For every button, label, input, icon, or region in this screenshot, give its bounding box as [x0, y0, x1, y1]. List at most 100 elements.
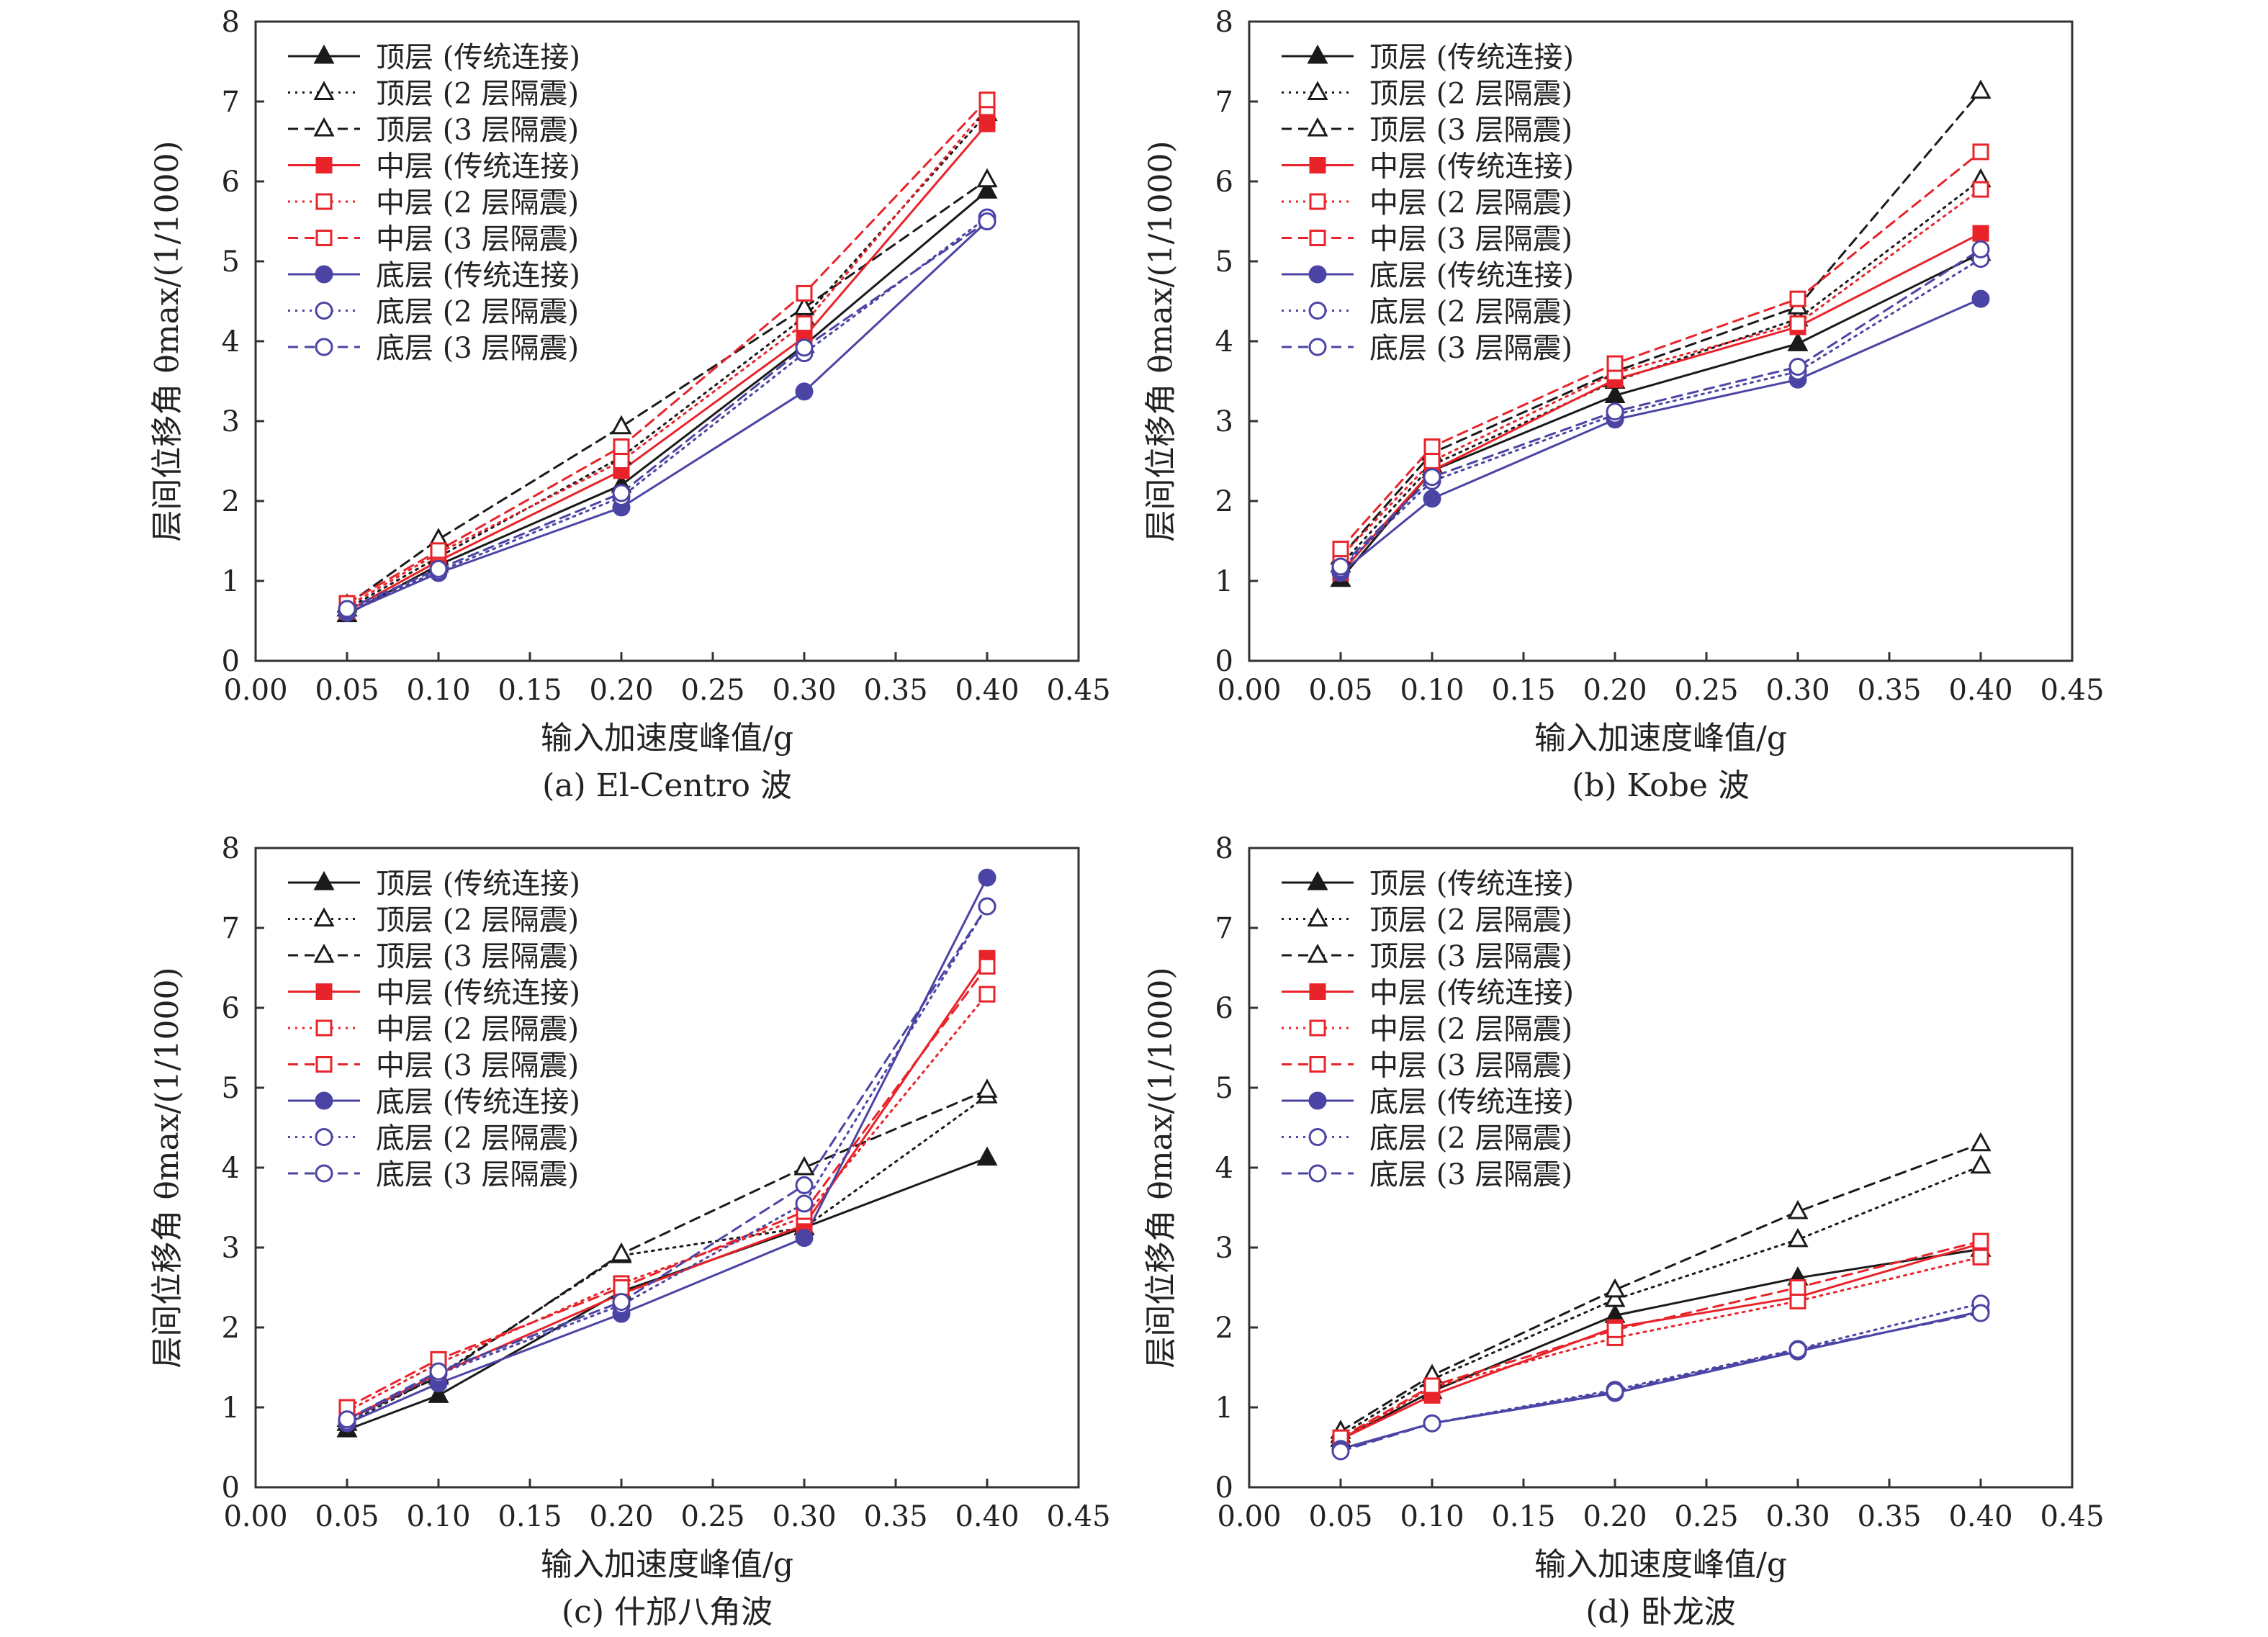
legend-item: 中层 (3 层隔震)	[1282, 1050, 1572, 1083]
legend-item: 中层 (2 层隔震)	[1282, 1013, 1572, 1046]
x-tick-label: 0.45	[1046, 1500, 1110, 1533]
legend: 顶层 (传统连接)顶层 (2 层隔震)顶层 (3 层隔震)中层 (传统连接)中层…	[288, 867, 580, 1191]
legend-label: 顶层 (传统连接)	[1369, 41, 1574, 74]
triangle-marker-icon	[313, 117, 335, 137]
circle-marker-icon	[1308, 1128, 1327, 1146]
square-marker-icon	[1309, 230, 1326, 246]
y-tick-label: 5	[222, 1072, 240, 1105]
legend-label: 顶层 (3 层隔震)	[1369, 940, 1572, 973]
data-point	[1787, 332, 1809, 351]
y-tick-label: 1	[222, 565, 240, 598]
data-point	[1972, 181, 1989, 198]
circle-marker-icon	[315, 302, 333, 320]
legend-label: 中层 (3 层隔震)	[376, 223, 579, 256]
y-tick-label: 0	[222, 1471, 240, 1505]
y-tick-label: 2	[1215, 1312, 1233, 1345]
data-point	[1971, 240, 1990, 258]
x-tick-label: 0.00	[1217, 674, 1281, 707]
data-point	[1971, 289, 1990, 308]
legend-label: 底层 (传统连接)	[1369, 1086, 1574, 1119]
legend-item: 中层 (2 层隔震)	[288, 1013, 579, 1046]
x-tick-label: 0.20	[1583, 1500, 1647, 1533]
series-line	[1339, 179, 1982, 567]
y-tick-label: 6	[222, 166, 240, 199]
legend-item: 顶层 (2 层隔震)	[1282, 904, 1572, 937]
chart-panel: 0.00 0.05 0.10 0.15 0.20 0.25 0.30 0.35 0.40 0.45…	[149, 832, 1111, 1631]
data-point	[1972, 1232, 1989, 1250]
legend-label: 底层 (2 层隔震)	[1369, 296, 1572, 329]
x-tick-label: 0.00	[223, 674, 287, 707]
series-line	[1339, 188, 1982, 559]
legend-item: 中层 (传统连接)	[1282, 150, 1574, 184]
legend-item: 顶层 (2 层隔震)	[288, 904, 579, 937]
y-tick-label: 0	[1215, 1471, 1233, 1505]
data-point	[612, 1292, 631, 1311]
data-point	[430, 542, 447, 559]
x-tick-label: 0.40	[1948, 1500, 2012, 1533]
data-point	[1788, 1340, 1807, 1359]
y-tick-label: 5	[1215, 1072, 1233, 1105]
y-tick-label: 2	[1215, 485, 1233, 518]
x-tick-label: 0.10	[1400, 1500, 1464, 1533]
legend-item: 中层 (3 层隔震)	[288, 1050, 579, 1083]
y-tick-label: 7	[222, 912, 240, 945]
x-tick-label: 0.25	[680, 1500, 744, 1533]
legend-label: 顶层 (3 层隔震)	[1369, 114, 1572, 147]
legend-label: 顶层 (3 层隔震)	[376, 940, 579, 973]
y-tick-label: 3	[222, 405, 240, 438]
data-point	[428, 1384, 449, 1403]
data-point	[1604, 384, 1626, 403]
data-point	[1332, 541, 1349, 558]
legend-item: 中层 (3 层隔震)	[288, 223, 579, 256]
data-point	[1972, 143, 1989, 161]
data-point	[1787, 1227, 1809, 1248]
legend-item: 底层 (2 层隔震)	[1282, 1122, 1572, 1155]
legend-label: 顶层 (传统连接)	[1369, 867, 1574, 901]
legend-item: 中层 (3 层隔震)	[1282, 223, 1572, 256]
circle-marker-icon	[1308, 338, 1327, 356]
series-line	[1339, 1240, 1982, 1439]
legend-item: 底层 (2 层隔震)	[1282, 296, 1572, 329]
y-axis-label: 层间位移角 θmax/(1/1000)	[149, 967, 186, 1368]
data-point	[796, 315, 813, 333]
legend-item: 底层 (传统连接)	[288, 259, 580, 292]
x-tick-label: 0.30	[1765, 674, 1830, 707]
data-point	[1423, 438, 1441, 456]
legend-item: 中层 (2 层隔震)	[288, 186, 579, 220]
triangle-marker-icon	[1307, 81, 1328, 100]
y-axis-label: 层间位移角 θmax/(1/1000)	[1143, 967, 1179, 1368]
data-point	[1972, 225, 1989, 242]
y-tick-label: 3	[222, 1232, 240, 1265]
data-point	[795, 1229, 814, 1248]
series-line	[1339, 1242, 1982, 1440]
data-point	[1606, 355, 1624, 372]
data-point	[429, 1362, 448, 1381]
x-tick-label: 0.10	[1400, 674, 1464, 707]
y-tick-label: 4	[1215, 325, 1233, 358]
data-point	[978, 897, 996, 916]
y-tick-label: 2	[222, 1312, 240, 1345]
square-marker-icon	[315, 1056, 333, 1073]
square-marker-icon	[315, 983, 333, 1000]
data-point	[1971, 1304, 1990, 1322]
legend-label: 顶层 (2 层隔震)	[376, 904, 579, 937]
data-point	[978, 91, 996, 109]
data-point	[1604, 1278, 1626, 1298]
x-tick-label: 0.20	[589, 674, 653, 707]
y-tick-label: 8	[222, 6, 240, 39]
data-point	[1423, 453, 1441, 469]
x-tick-label: 0.35	[1857, 674, 1921, 707]
panel-caption: (c) 什邡八角波	[562, 1594, 773, 1631]
x-tick-label: 0.25	[1674, 1500, 1738, 1533]
legend-item: 中层 (传统连接)	[288, 977, 580, 1010]
x-tick-label: 0.30	[772, 674, 836, 707]
x-tick-label: 0.15	[498, 674, 562, 707]
legend: 顶层 (传统连接)顶层 (2 层隔震)顶层 (3 层隔震)中层 (传统连接)中层…	[1282, 41, 1574, 365]
legend-label: 底层 (传统连接)	[1369, 259, 1574, 292]
square-marker-icon	[1309, 193, 1326, 210]
y-tick-label: 7	[222, 86, 240, 119]
x-tick-label: 0.35	[863, 1500, 927, 1533]
data-point	[1331, 557, 1350, 576]
triangle-marker-icon	[313, 907, 335, 926]
legend-label: 中层 (3 层隔震)	[1369, 1050, 1572, 1083]
